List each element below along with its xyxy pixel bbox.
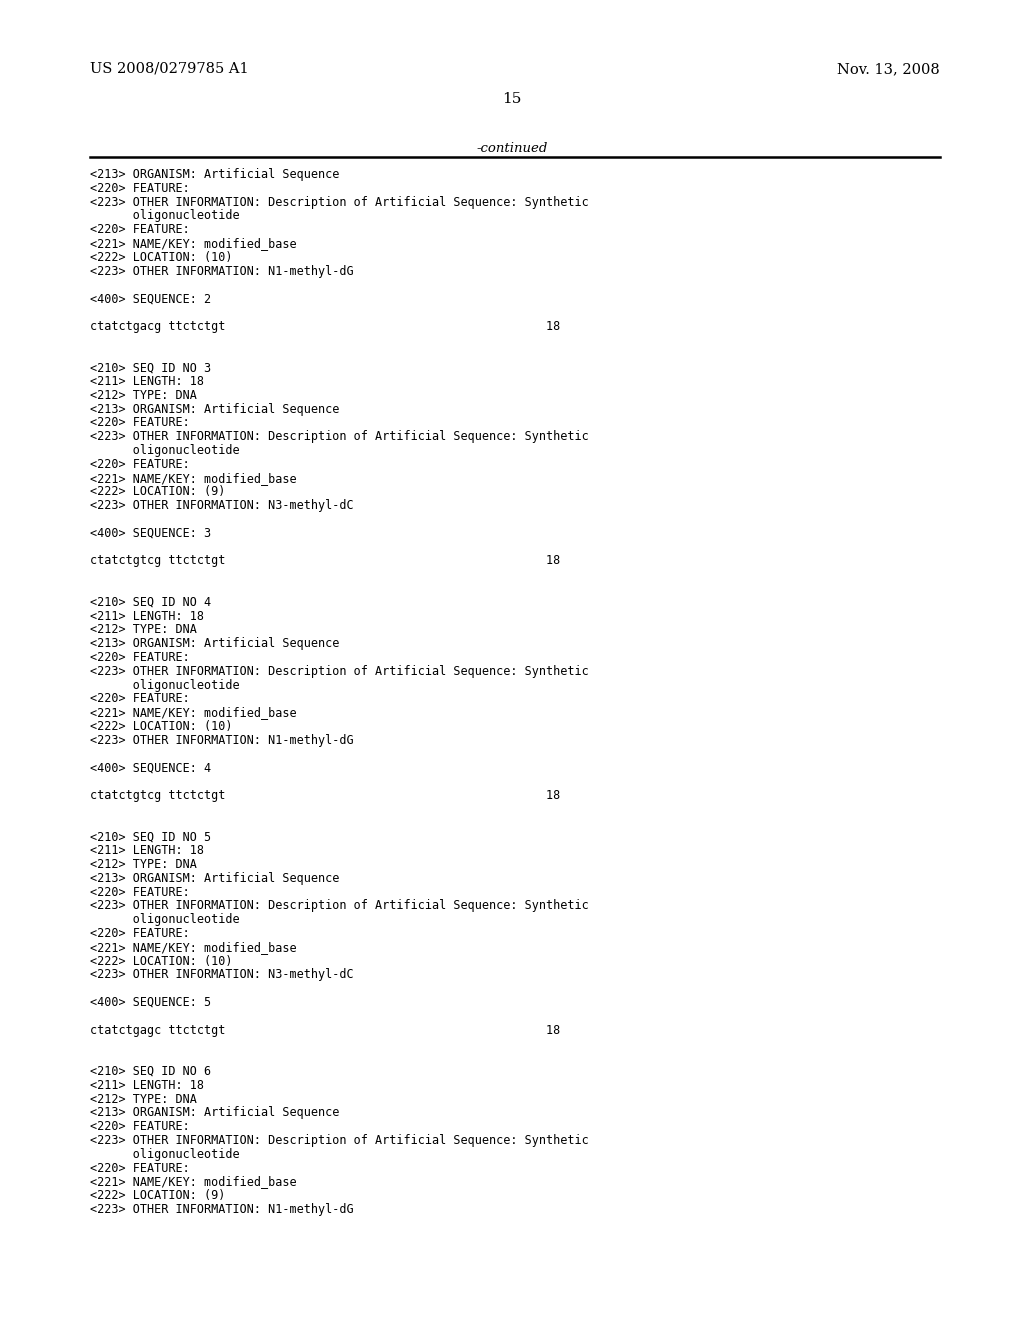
Text: <221> NAME/KEY: modified_base: <221> NAME/KEY: modified_base [90,1175,297,1188]
Text: <220> FEATURE:: <220> FEATURE: [90,693,189,705]
Text: <212> TYPE: DNA: <212> TYPE: DNA [90,623,197,636]
Text: <212> TYPE: DNA: <212> TYPE: DNA [90,1093,197,1106]
Text: ctatctgagc ttctctgt                                             18: ctatctgagc ttctctgt 18 [90,1023,560,1036]
Text: <223> OTHER INFORMATION: N1-methyl-dG: <223> OTHER INFORMATION: N1-methyl-dG [90,1203,353,1216]
Text: <223> OTHER INFORMATION: Description of Artificial Sequence: Synthetic: <223> OTHER INFORMATION: Description of … [90,665,589,677]
Text: <213> ORGANISM: Artificial Sequence: <213> ORGANISM: Artificial Sequence [90,871,339,884]
Text: <220> FEATURE:: <220> FEATURE: [90,458,189,471]
Text: <211> LENGTH: 18: <211> LENGTH: 18 [90,845,204,857]
Text: <400> SEQUENCE: 4: <400> SEQUENCE: 4 [90,762,211,775]
Text: <220> FEATURE:: <220> FEATURE: [90,651,189,664]
Text: <220> FEATURE:: <220> FEATURE: [90,416,189,429]
Text: <213> ORGANISM: Artificial Sequence: <213> ORGANISM: Artificial Sequence [90,1106,339,1119]
Text: <220> FEATURE:: <220> FEATURE: [90,223,189,236]
Text: <223> OTHER INFORMATION: N3-methyl-dC: <223> OTHER INFORMATION: N3-methyl-dC [90,969,353,981]
Text: <223> OTHER INFORMATION: Description of Artificial Sequence: Synthetic: <223> OTHER INFORMATION: Description of … [90,1134,589,1147]
Text: <220> FEATURE:: <220> FEATURE: [90,927,189,940]
Text: oligonucleotide: oligonucleotide [90,444,240,457]
Text: <223> OTHER INFORMATION: N3-methyl-dC: <223> OTHER INFORMATION: N3-methyl-dC [90,499,353,512]
Text: <210> SEQ ID NO 3: <210> SEQ ID NO 3 [90,362,211,374]
Text: Nov. 13, 2008: Nov. 13, 2008 [838,62,940,77]
Text: <222> LOCATION: (10): <222> LOCATION: (10) [90,251,232,264]
Text: <212> TYPE: DNA: <212> TYPE: DNA [90,858,197,871]
Text: <223> OTHER INFORMATION: N1-methyl-dG: <223> OTHER INFORMATION: N1-methyl-dG [90,264,353,277]
Text: <211> LENGTH: 18: <211> LENGTH: 18 [90,375,204,388]
Text: <221> NAME/KEY: modified_base: <221> NAME/KEY: modified_base [90,706,297,719]
Text: <210> SEQ ID NO 4: <210> SEQ ID NO 4 [90,595,211,609]
Text: <400> SEQUENCE: 2: <400> SEQUENCE: 2 [90,292,211,305]
Text: <220> FEATURE:: <220> FEATURE: [90,1121,189,1133]
Text: <220> FEATURE:: <220> FEATURE: [90,1162,189,1175]
Text: <222> LOCATION: (9): <222> LOCATION: (9) [90,1189,225,1203]
Text: oligonucleotide: oligonucleotide [90,678,240,692]
Text: ctatctgacg ttctctgt                                             18: ctatctgacg ttctctgt 18 [90,319,560,333]
Text: <210> SEQ ID NO 6: <210> SEQ ID NO 6 [90,1065,211,1078]
Text: <211> LENGTH: 18: <211> LENGTH: 18 [90,610,204,623]
Text: <223> OTHER INFORMATION: N1-methyl-dG: <223> OTHER INFORMATION: N1-methyl-dG [90,734,353,747]
Text: ctatctgtcg ttctctgt                                             18: ctatctgtcg ttctctgt 18 [90,554,560,568]
Text: <213> ORGANISM: Artificial Sequence: <213> ORGANISM: Artificial Sequence [90,168,339,181]
Text: <222> LOCATION: (9): <222> LOCATION: (9) [90,486,225,499]
Text: <221> NAME/KEY: modified_base: <221> NAME/KEY: modified_base [90,238,297,249]
Text: <210> SEQ ID NO 5: <210> SEQ ID NO 5 [90,830,211,843]
Text: <223> OTHER INFORMATION: Description of Artificial Sequence: Synthetic: <223> OTHER INFORMATION: Description of … [90,899,589,912]
Text: <400> SEQUENCE: 3: <400> SEQUENCE: 3 [90,527,211,540]
Text: US 2008/0279785 A1: US 2008/0279785 A1 [90,62,249,77]
Text: <220> FEATURE:: <220> FEATURE: [90,886,189,899]
Text: 15: 15 [503,92,521,106]
Text: <222> LOCATION: (10): <222> LOCATION: (10) [90,719,232,733]
Text: oligonucleotide: oligonucleotide [90,913,240,927]
Text: <220> FEATURE:: <220> FEATURE: [90,182,189,195]
Text: <213> ORGANISM: Artificial Sequence: <213> ORGANISM: Artificial Sequence [90,403,339,416]
Text: oligonucleotide: oligonucleotide [90,210,240,222]
Text: <223> OTHER INFORMATION: Description of Artificial Sequence: Synthetic: <223> OTHER INFORMATION: Description of … [90,195,589,209]
Text: <221> NAME/KEY: modified_base: <221> NAME/KEY: modified_base [90,471,297,484]
Text: oligonucleotide: oligonucleotide [90,1148,240,1160]
Text: ctatctgtcg ttctctgt                                             18: ctatctgtcg ttctctgt 18 [90,789,560,803]
Text: -continued: -continued [476,143,548,154]
Text: <223> OTHER INFORMATION: Description of Artificial Sequence: Synthetic: <223> OTHER INFORMATION: Description of … [90,430,589,444]
Text: <211> LENGTH: 18: <211> LENGTH: 18 [90,1078,204,1092]
Text: <212> TYPE: DNA: <212> TYPE: DNA [90,389,197,401]
Text: <222> LOCATION: (10): <222> LOCATION: (10) [90,954,232,968]
Text: <213> ORGANISM: Artificial Sequence: <213> ORGANISM: Artificial Sequence [90,638,339,651]
Text: <221> NAME/KEY: modified_base: <221> NAME/KEY: modified_base [90,941,297,954]
Text: <400> SEQUENCE: 5: <400> SEQUENCE: 5 [90,997,211,1008]
